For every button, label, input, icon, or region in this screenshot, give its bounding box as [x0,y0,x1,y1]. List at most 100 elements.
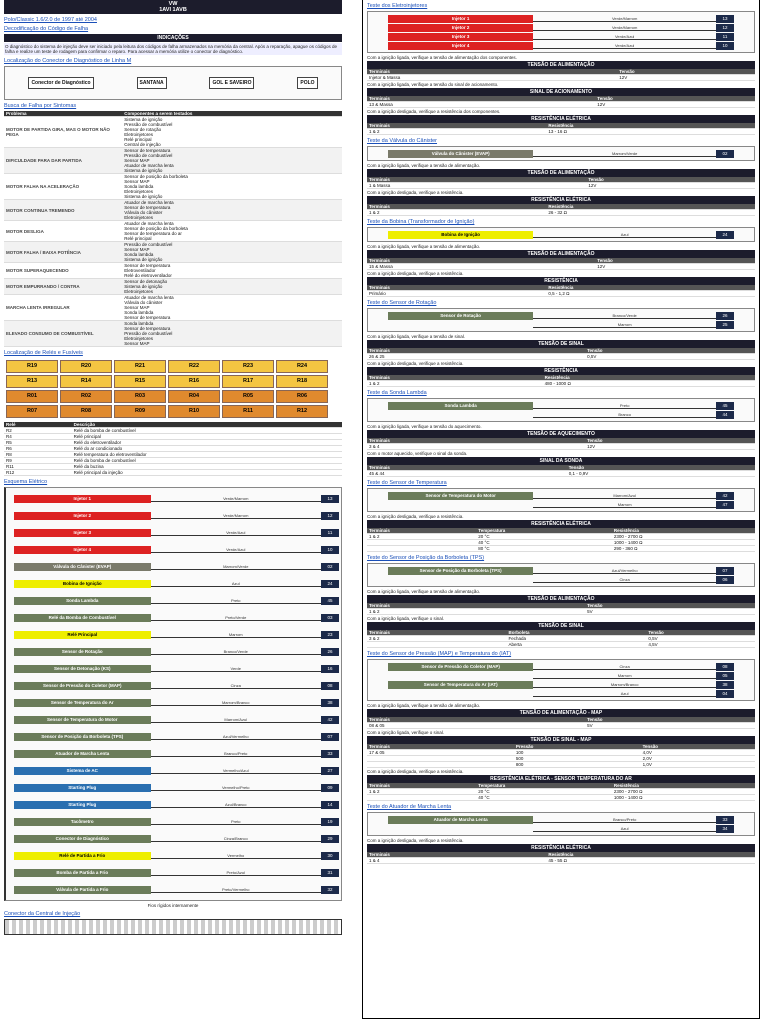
relay: R03 [114,390,166,403]
relay: R10 [168,405,220,418]
wire-row: Atuador de Marcha Lenta Branco/Preto 33 [388,815,734,824]
wire: Azul/Branco [150,802,321,808]
wire-row: Injetor 1 Verde/Marrom 13 [14,490,339,507]
problem: MARCHA LENTA IRREGULAR [4,294,123,321]
symptoms-table: Problema Componentes a serem testados MOTO… [4,111,342,347]
component: Pressão de combustível [124,153,173,158]
component: Sonda lambda [124,252,154,257]
header-row: Problema Componentes a serem testados [4,111,342,117]
column-header: Terminais [367,177,587,183]
wire-row: Sensor de Temperatura do Motor Marrom/Azu… [14,711,339,728]
table-note: Com a ignição desligada, verifique a res… [367,271,464,276]
section-title: Esquema Elétrico [4,479,48,485]
component-box: Sistema de AC [14,766,151,775]
components: Sensor de temperatura Eletroventilador Rel… [122,262,342,279]
wire: Branco/Verde [150,649,321,655]
pin: 09 [321,783,339,792]
test-title: Teste do Sensor de Temperatura [367,480,447,486]
pin: 06 [716,575,734,584]
connector [4,919,342,935]
pin: 42 [321,715,339,724]
pin: 33 [321,749,339,758]
data-row: 40 °C 1000 - 1400 Ω [367,539,755,546]
pin: 42 [716,491,734,500]
wire: Preto/Azul [150,870,321,876]
data-row: 40 °C 1000 - 1400 Ω [367,794,755,801]
cell: 12V [585,443,755,450]
pin: 07 [321,732,339,741]
pin: 11 [716,32,734,41]
cell [367,794,477,801]
column-header: Descrição [71,422,342,428]
cell: 2,0V [640,755,755,762]
test-table: Terminais Temperatura Resistência 1 & 2 20 °… [367,528,755,552]
data-row: 3 & 2 Fechada 0,5V [367,635,755,642]
component: Eletroinjetores [124,336,154,341]
relay-row: R07 R08 R09 R10 R11 R12 [5,404,341,419]
pin: 25 [716,320,734,329]
table-header: TENSÃO DE ALIMENTAÇÃO [367,61,755,69]
component-box: Bomba de Partida a Frio [14,868,151,877]
column-header: Tensão [585,438,755,444]
component-box: Injetor 2 [388,23,534,32]
cell: 100 [513,749,641,756]
component: Sensor de temperatura [124,315,171,320]
relay: R23 [222,360,274,373]
wire-row: Sensor de Posição da Borboleta (TPS) Azul… [388,566,734,575]
column-header: Terminais [367,123,547,129]
component: Atuador de marcha lenta [124,295,174,300]
test-title: Teste do Sensor de Posição da Borboleta … [367,555,485,561]
component: Relé principal [124,236,152,241]
wire-row: Cinza 06 [388,575,734,584]
table-note: Com a ignição desligada, verifique a res… [367,109,501,114]
wire-row: Sensor de Rotação Branco/Verde 26 [388,311,734,320]
wire: Azul/Vermelho [150,734,321,740]
component: Sistema de ignição [124,168,163,173]
cell: 13 - 16 Ω [546,128,755,135]
column-header: Terminais [367,348,586,354]
component: Atuador de marcha lenta [124,221,174,226]
pin: 31 [321,868,339,877]
section-title: Localização de Relés e Fusíveis [4,350,83,356]
component: Eletroinjetores [124,132,154,137]
column-header: Terminais [367,465,567,471]
wire: Verde/Marrom [150,513,321,519]
column-header: Resistência [542,375,755,381]
component: Eletroinjetores [124,189,154,194]
component: Pressão de combustível [124,122,173,127]
test-table: Terminais Borboleta Tensão 3 & 2 Fechada 0,5V… [367,630,755,648]
table-header: TENSÃO DE ALIMENTAÇÃO [367,595,755,603]
brand: VW [168,1,178,7]
data-row: 500 2,0V [367,755,755,762]
wire: Preto/Vermelho [150,887,321,893]
component: Sensor de temperatura [124,263,171,268]
data-row: 15 & Massa 12V [367,263,755,270]
wire-row: Relé da Bomba de Combustível Preto/Verde 0… [14,609,339,626]
cell: 12V [595,263,755,270]
test: Teste do Sensor de Pressão (MAP) e Tempe… [363,651,759,801]
table-header: RESISTÊNCIA ELÉTRICA [367,196,755,204]
test-table: Terminais Resistência 1 & 2 13 - 16 Ω [367,123,755,135]
component: Sonda lambda [124,310,154,315]
relay: R05 [222,390,274,403]
component: Válvula do cânister [124,300,163,305]
table-note: Com a ignição ligada, verifique a tensão… [367,334,466,339]
table-header: SINAL DE ACIONAMENTO [367,88,755,96]
data-row: 1 & 2 20 °C 2300 - 2700 Ω [367,788,755,795]
symptom-row: MOTOR CONTINUA TREMENDO Atuador de marcha… [4,199,342,221]
relay-id: R2 [4,427,72,434]
data-row: 1 & 2 13 - 16 Ω [367,128,755,135]
section-title: Conector da Central de Injeção [4,911,81,917]
component: Atuador de marcha lenta [124,163,174,168]
data-row: 45 & 44 0,1 - 0,9V [367,470,755,477]
column-header: Borboleta [506,630,647,636]
table-note: Com a ignição ligada, verifique a tensão… [367,424,482,429]
component-box: Sensor de Rotação [388,311,534,320]
symptom-row: MOTOR SUPERAQUECENDO Sensor de temperatur… [4,262,342,279]
wire: Azul [150,581,321,587]
relay: R24 [276,360,328,373]
component: Sensor de temperatura [124,148,171,153]
component: Sistema de ignição [124,117,163,122]
wire: Verde/Marrom [533,25,716,31]
wire: Marrom/Branco [150,700,321,706]
